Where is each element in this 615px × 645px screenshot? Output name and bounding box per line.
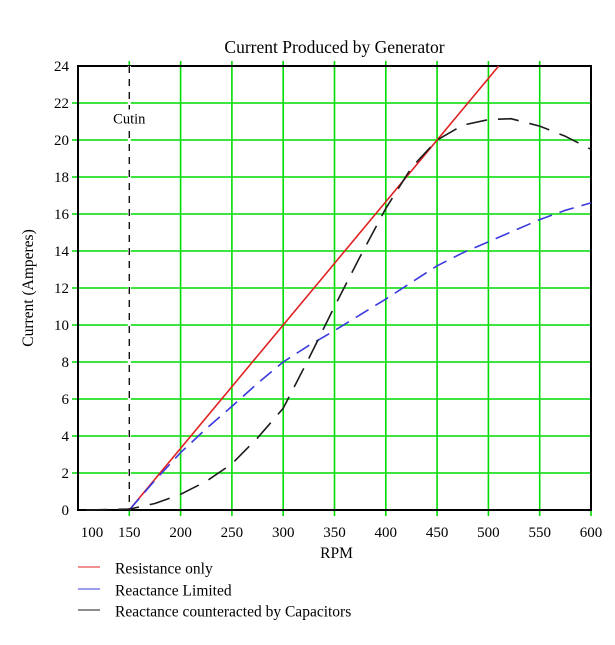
series-reactance-counteracted-by-capacitors (86, 117, 592, 511)
y-tick-label: 24 (54, 59, 70, 75)
x-axis-title: RPM (320, 545, 353, 562)
x-tick-label: 100 (81, 525, 104, 541)
y-tick-label: 18 (54, 170, 69, 186)
x-tick-label: 150 (118, 525, 141, 541)
cutin-label: Cutin (113, 112, 146, 128)
legend-label-reactance-limited: Reactance Limited (115, 583, 232, 600)
y-tick-label: 2 (62, 466, 70, 482)
x-tick-label: 550 (528, 525, 551, 541)
legend-label-resistance-only: Resistance only (115, 561, 213, 578)
x-tick-label: 450 (426, 525, 449, 541)
series-resistance-only (128, 65, 500, 511)
gridline-layer (72, 61, 592, 516)
y-tick-label: 6 (62, 392, 70, 408)
y-tick-label: 0 (62, 503, 70, 519)
x-tick-label: 500 (477, 525, 500, 541)
plot-border (77, 65, 592, 511)
x-tick-label: 300 (272, 525, 295, 541)
x-tick-label: 400 (375, 525, 398, 541)
y-tick-label: 10 (54, 318, 69, 334)
y-tick-label: 4 (62, 429, 70, 445)
data-series-layer (86, 65, 592, 511)
x-tick-label: 250 (221, 525, 244, 541)
legend: Resistance only Reactance Limited Reactanc… (78, 561, 351, 621)
x-tick-label: 600 (580, 525, 603, 541)
y-tick-label: 12 (54, 281, 69, 297)
y-tick-label: 16 (54, 207, 70, 223)
tick-label-layer: 100 150 200 250 300 350 400 450 500 550 6000246810… (54, 59, 602, 541)
y-tick-label: 20 (54, 133, 69, 149)
chart-title: Current Produced by Generator (224, 37, 444, 57)
x-tick-label: 350 (323, 525, 346, 541)
series-reactance-limited (128, 202, 592, 511)
y-tick-label: 8 (62, 355, 70, 371)
y-axis-title: Current (Amperes) (20, 229, 37, 347)
cutin-label-background (107, 109, 152, 127)
y-tick-label: 14 (54, 244, 70, 260)
y-tick-label: 22 (54, 96, 69, 112)
cutin-annotation-layer: Cutin (107, 66, 152, 510)
legend-label-reactance-counteracted-by-capacitors: Reactance counteracted by Capacitors (115, 604, 351, 621)
x-tick-label: 200 (169, 525, 192, 541)
